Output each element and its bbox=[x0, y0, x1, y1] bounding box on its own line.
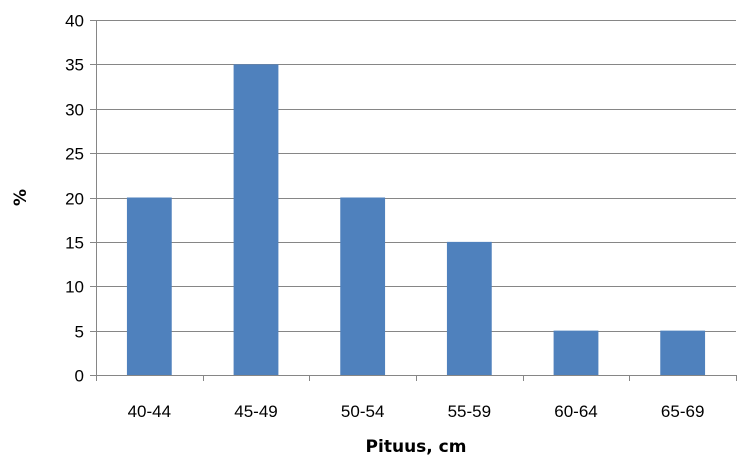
y-tick-label: 0 bbox=[75, 367, 84, 386]
y-axis-title: % bbox=[11, 189, 31, 206]
x-tick-label: 50-54 bbox=[341, 402, 384, 421]
x-tick-labels: 40-44 45-49 50-54 55-59 60-64 65-69 bbox=[128, 402, 705, 421]
y-tick-label: 35 bbox=[65, 56, 84, 75]
y-tick-label: 10 bbox=[65, 278, 84, 297]
y-tick-label: 20 bbox=[65, 190, 84, 209]
y-tick-label: 5 bbox=[75, 323, 84, 342]
y-tick-labels: 0 5 10 15 20 25 30 35 40 bbox=[65, 12, 84, 386]
x-tick-label: 55-59 bbox=[448, 402, 491, 421]
x-tick-label: 65-69 bbox=[661, 402, 704, 421]
gridlines bbox=[96, 20, 736, 332]
x-tick-label: 60-64 bbox=[554, 402, 597, 421]
bars bbox=[126, 64, 706, 375]
y-tick-label: 15 bbox=[65, 234, 84, 253]
bar-65-69 bbox=[660, 330, 706, 375]
y-tick-label: 25 bbox=[65, 145, 84, 164]
bar-40-44 bbox=[126, 197, 172, 375]
y-tick-label: 40 bbox=[65, 12, 84, 31]
x-tick-label: 40-44 bbox=[128, 402, 171, 421]
bar-50-54 bbox=[340, 197, 386, 375]
x-axis-title: Pituus, cm bbox=[366, 437, 467, 457]
bar-55-59 bbox=[446, 241, 492, 375]
bar-60-64 bbox=[553, 330, 599, 375]
x-tick-label: 45-49 bbox=[234, 402, 277, 421]
bar-45-49 bbox=[233, 64, 279, 375]
y-tick-label: 30 bbox=[65, 101, 84, 120]
axes bbox=[90, 20, 737, 381]
